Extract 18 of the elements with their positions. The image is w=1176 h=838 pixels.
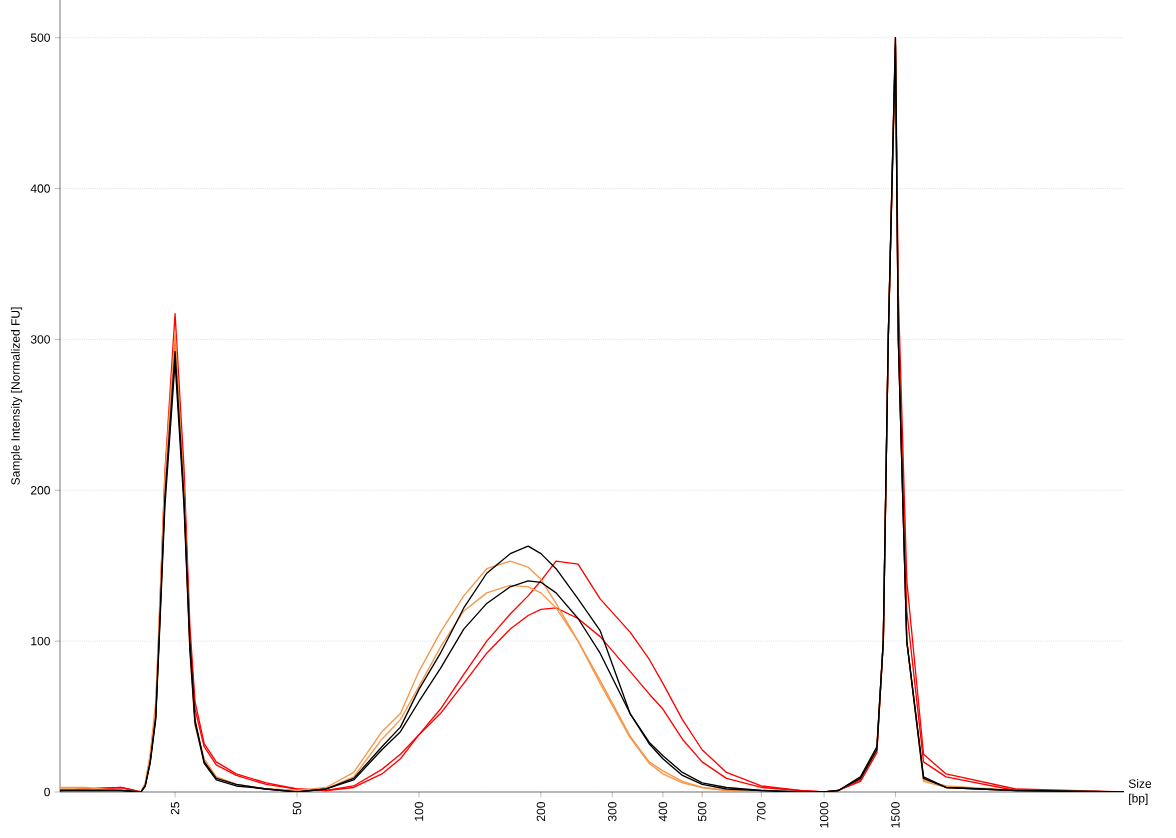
x-tick-label: 100 [414,802,424,821]
x-tick-label: 200 [536,802,546,822]
x-tick-label: 400 [658,802,668,822]
y-tick-label: 500 [30,33,50,42]
x-axis-title: Size [bp] [1128,779,1152,805]
x-tick-label: 1000 [819,802,829,828]
y-tick-label: 100 [31,636,50,646]
y-axis-title: Sample Intensity [Normalized FU] [10,307,23,485]
x-tick-label: 25 [170,802,180,815]
x-tick-label: 50 [292,802,302,815]
x-tick-label: 1500 [891,802,900,828]
x-tick-label: 300 [608,802,617,822]
x-tick-label: 500 [697,802,707,822]
y-tick-label: 300 [30,335,50,344]
y-tick-label: 400 [30,184,50,193]
y-tick-label: 200 [31,486,50,495]
x-tick-label: 700 [757,802,766,822]
y-tick-label: 0 [44,787,50,797]
